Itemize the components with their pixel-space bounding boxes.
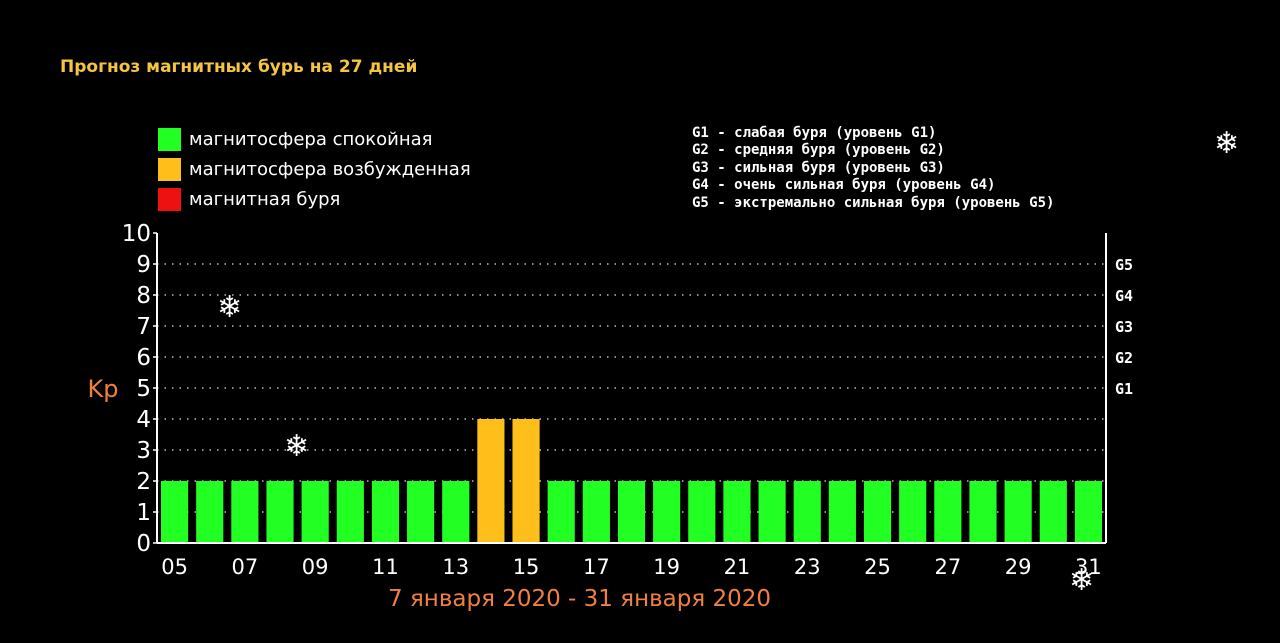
snowflake-icon: ❄ (217, 290, 243, 325)
g-level-tick-label: G1 (1115, 380, 1133, 398)
y-tick-label: 10 (122, 221, 151, 247)
bar (1039, 481, 1067, 543)
x-tick-label: 23 (794, 555, 821, 579)
y-axis-label: Kp (88, 375, 119, 403)
snowflake-icon: ❄ (1069, 563, 1095, 598)
bar (582, 481, 610, 543)
y-tick-label: 3 (136, 438, 151, 464)
bar (161, 481, 189, 543)
x-tick-label: 29 (1005, 555, 1032, 579)
x-tick-label: 13 (442, 555, 469, 579)
x-tick-label: 19 (653, 555, 680, 579)
bar (828, 481, 856, 543)
g-level-tick-label: G5 (1115, 256, 1133, 274)
bar (196, 481, 224, 543)
y-tick-label: 0 (136, 531, 151, 557)
snowflake-icon: ❄ (1214, 126, 1240, 161)
legend-label-calm: магнитосфера спокойная (189, 128, 433, 150)
y-tick-label: 5 (136, 376, 151, 402)
y-tick-label: 9 (136, 252, 151, 278)
storm-level-g5: G5 - экстремально сильная буря (уровень … (692, 194, 1055, 211)
bar (617, 481, 646, 543)
y-tick-label: 1 (136, 500, 151, 526)
storm-level-g3: G3 - сильная буря (уровень G3) (692, 159, 945, 176)
bar (266, 481, 294, 543)
storm-level-g2: G2 - средняя буря (уровень G2) (692, 142, 945, 159)
bar (723, 481, 751, 543)
x-tick-label: 31 (1075, 555, 1102, 579)
bar (793, 481, 821, 543)
bar (653, 481, 681, 543)
bar (1074, 481, 1102, 543)
bar (371, 481, 400, 543)
bar (547, 481, 575, 543)
y-tick-label: 8 (136, 283, 151, 309)
y-tick-label: 7 (136, 314, 151, 340)
bar (336, 481, 364, 543)
x-tick-label: 15 (513, 555, 540, 579)
y-tick-label: 2 (136, 469, 151, 495)
bar (863, 481, 892, 543)
x-tick-label: 11 (372, 555, 399, 579)
legend-item-calm: магнитосфера спокойная (158, 124, 471, 154)
storm-level-g1: G1 - слабая буря (уровень G1) (692, 125, 937, 141)
snowflake-icon: ❄ (284, 429, 310, 464)
legend-label-excited: магнитосфера возбужденная (189, 158, 471, 180)
g-level-tick-label: G3 (1115, 318, 1133, 336)
storm-level-g4: G4 - очень сильная буря (уровень G4) (692, 177, 996, 194)
x-tick-label: 25 (864, 555, 891, 579)
legend-item-excited: магнитосфера возбужденная (158, 154, 471, 184)
bar (758, 481, 786, 543)
bar (512, 419, 540, 543)
x-tick-label: 05 (161, 555, 188, 579)
bar (442, 481, 470, 543)
x-tick-label: 09 (302, 555, 329, 579)
y-tick-label: 6 (136, 345, 151, 371)
bar (934, 481, 962, 543)
legend-item-storm: магнитная буря (158, 184, 471, 214)
bar (899, 481, 927, 543)
g-level-tick-label: G4 (1115, 287, 1133, 305)
legend: магнитосфера спокойная магнитосфера возб… (158, 124, 471, 214)
legend-label-storm: магнитная буря (189, 188, 341, 210)
chart-title: Прогноз магнитных бурь на 27 дней (60, 57, 418, 77)
g-level-tick-label: G2 (1115, 349, 1133, 367)
bar (969, 481, 997, 543)
x-tick-label: 07 (232, 555, 259, 579)
bar (688, 481, 716, 543)
legend-swatch-excited (158, 157, 181, 181)
legend-swatch-storm (158, 187, 181, 211)
bar (1004, 481, 1032, 543)
x-tick-label: 17 (583, 555, 610, 579)
bar (407, 481, 435, 543)
x-tick-label: 27 (934, 555, 961, 579)
bar (301, 481, 329, 543)
bar (477, 419, 505, 543)
y-tick-label: 4 (136, 407, 151, 433)
storm-level-list: G1 - слабая буря (уровень G1) G2 - средн… (692, 125, 1054, 212)
date-range: 7 января 2020 - 31 января 2020 (388, 586, 772, 612)
bar (231, 481, 259, 543)
x-tick-label: 21 (724, 555, 751, 579)
legend-swatch-calm (158, 127, 181, 151)
